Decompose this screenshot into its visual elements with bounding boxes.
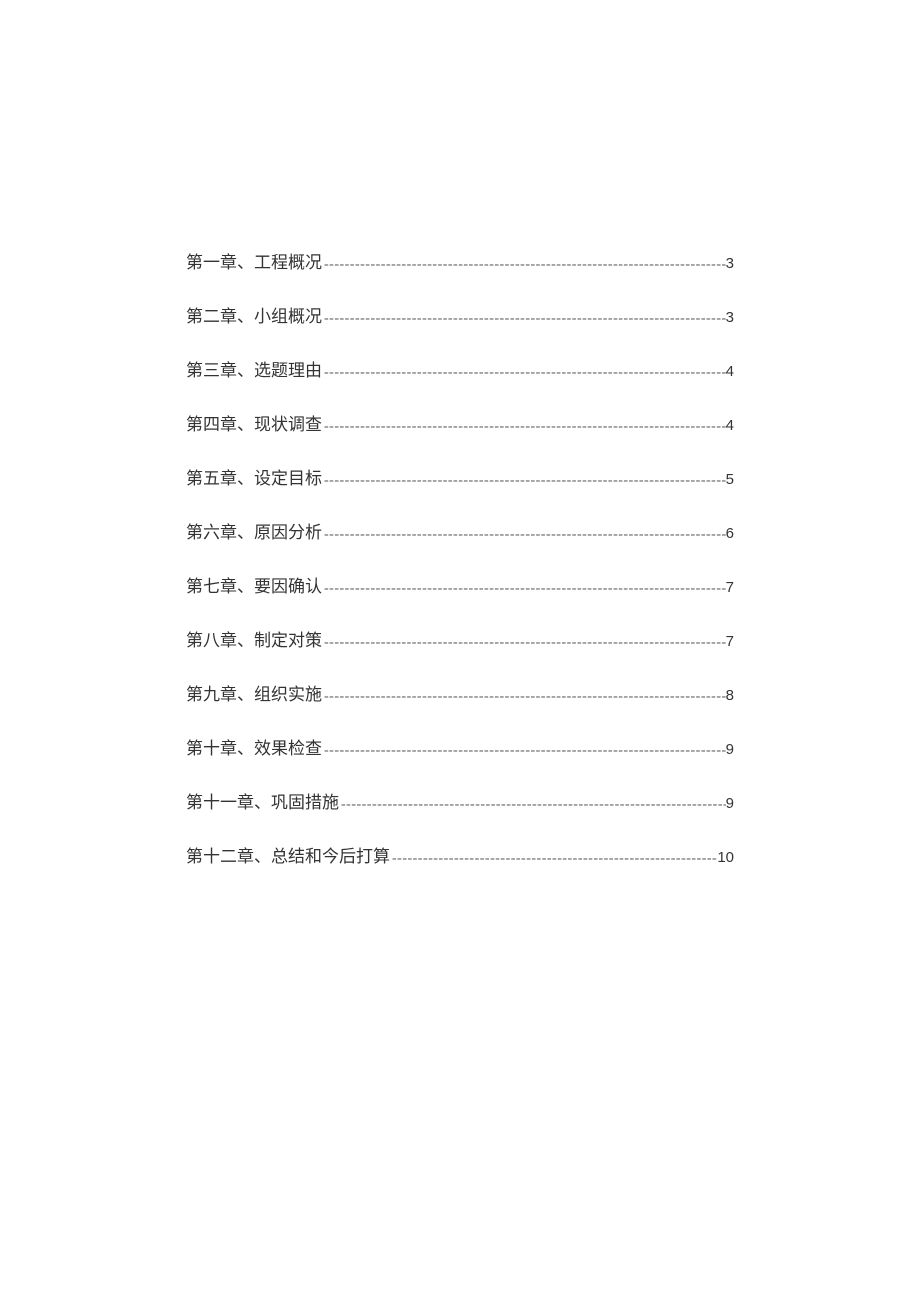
table-of-contents: 第一章、工程概况--------------------------------… <box>186 248 734 867</box>
toc-leader: ----------------------------------------… <box>390 851 717 867</box>
toc-label: 第十二章、总结和今后打算 <box>186 842 390 867</box>
toc-page-number: 8 <box>726 687 734 704</box>
toc-page-number: 9 <box>726 795 734 812</box>
toc-leader: ----------------------------------------… <box>322 257 726 273</box>
toc-leader: ----------------------------------------… <box>322 365 726 381</box>
toc-label: 第八章、制定对策 <box>186 626 322 651</box>
toc-leader: ----------------------------------------… <box>322 311 726 327</box>
toc-label: 第十一章、巩固措施 <box>186 788 339 813</box>
toc-page-number: 10 <box>717 849 734 866</box>
toc-page-number: 5 <box>726 471 734 488</box>
toc-leader: ----------------------------------------… <box>322 527 726 543</box>
toc-leader: ----------------------------------------… <box>322 689 726 705</box>
toc-label: 第九章、组织实施 <box>186 680 322 705</box>
toc-row: 第八章、制定对策--------------------------------… <box>186 626 734 651</box>
toc-row: 第九章、组织实施--------------------------------… <box>186 680 734 705</box>
toc-page-number: 9 <box>726 741 734 758</box>
toc-page-number: 7 <box>726 633 734 650</box>
toc-row: 第二章、小组概况--------------------------------… <box>186 302 734 327</box>
toc-leader: ----------------------------------------… <box>322 581 726 597</box>
toc-leader: ----------------------------------------… <box>322 419 726 435</box>
toc-row: 第十二章、总结和今后打算----------------------------… <box>186 842 734 867</box>
document-page: 第一章、工程概况--------------------------------… <box>0 0 920 867</box>
toc-page-number: 4 <box>726 363 734 380</box>
toc-row: 第四章、现状调查--------------------------------… <box>186 410 734 435</box>
toc-leader: ----------------------------------------… <box>322 743 726 759</box>
toc-label: 第六章、原因分析 <box>186 518 322 543</box>
toc-page-number: 6 <box>726 525 734 542</box>
toc-row: 第十一章、巩固措施-------------------------------… <box>186 788 734 813</box>
toc-label: 第七章、要因确认 <box>186 572 322 597</box>
toc-label: 第二章、小组概况 <box>186 302 322 327</box>
toc-leader: ----------------------------------------… <box>322 635 726 651</box>
toc-label: 第四章、现状调查 <box>186 410 322 435</box>
toc-page-number: 3 <box>726 255 734 272</box>
toc-row: 第五章、设定目标--------------------------------… <box>186 464 734 489</box>
toc-row: 第六章、原因分析--------------------------------… <box>186 518 734 543</box>
toc-leader: ----------------------------------------… <box>339 797 726 813</box>
toc-leader: ----------------------------------------… <box>322 473 726 489</box>
toc-row: 第一章、工程概况--------------------------------… <box>186 248 734 273</box>
toc-row: 第十章、效果检查--------------------------------… <box>186 734 734 759</box>
toc-label: 第五章、设定目标 <box>186 464 322 489</box>
toc-page-number: 4 <box>726 417 734 434</box>
toc-row: 第七章、要因确认--------------------------------… <box>186 572 734 597</box>
toc-label: 第三章、选题理由 <box>186 356 322 381</box>
toc-page-number: 3 <box>726 309 734 326</box>
toc-label: 第十章、效果检查 <box>186 734 322 759</box>
toc-label: 第一章、工程概况 <box>186 248 322 273</box>
toc-row: 第三章、选题理由--------------------------------… <box>186 356 734 381</box>
toc-page-number: 7 <box>726 579 734 596</box>
